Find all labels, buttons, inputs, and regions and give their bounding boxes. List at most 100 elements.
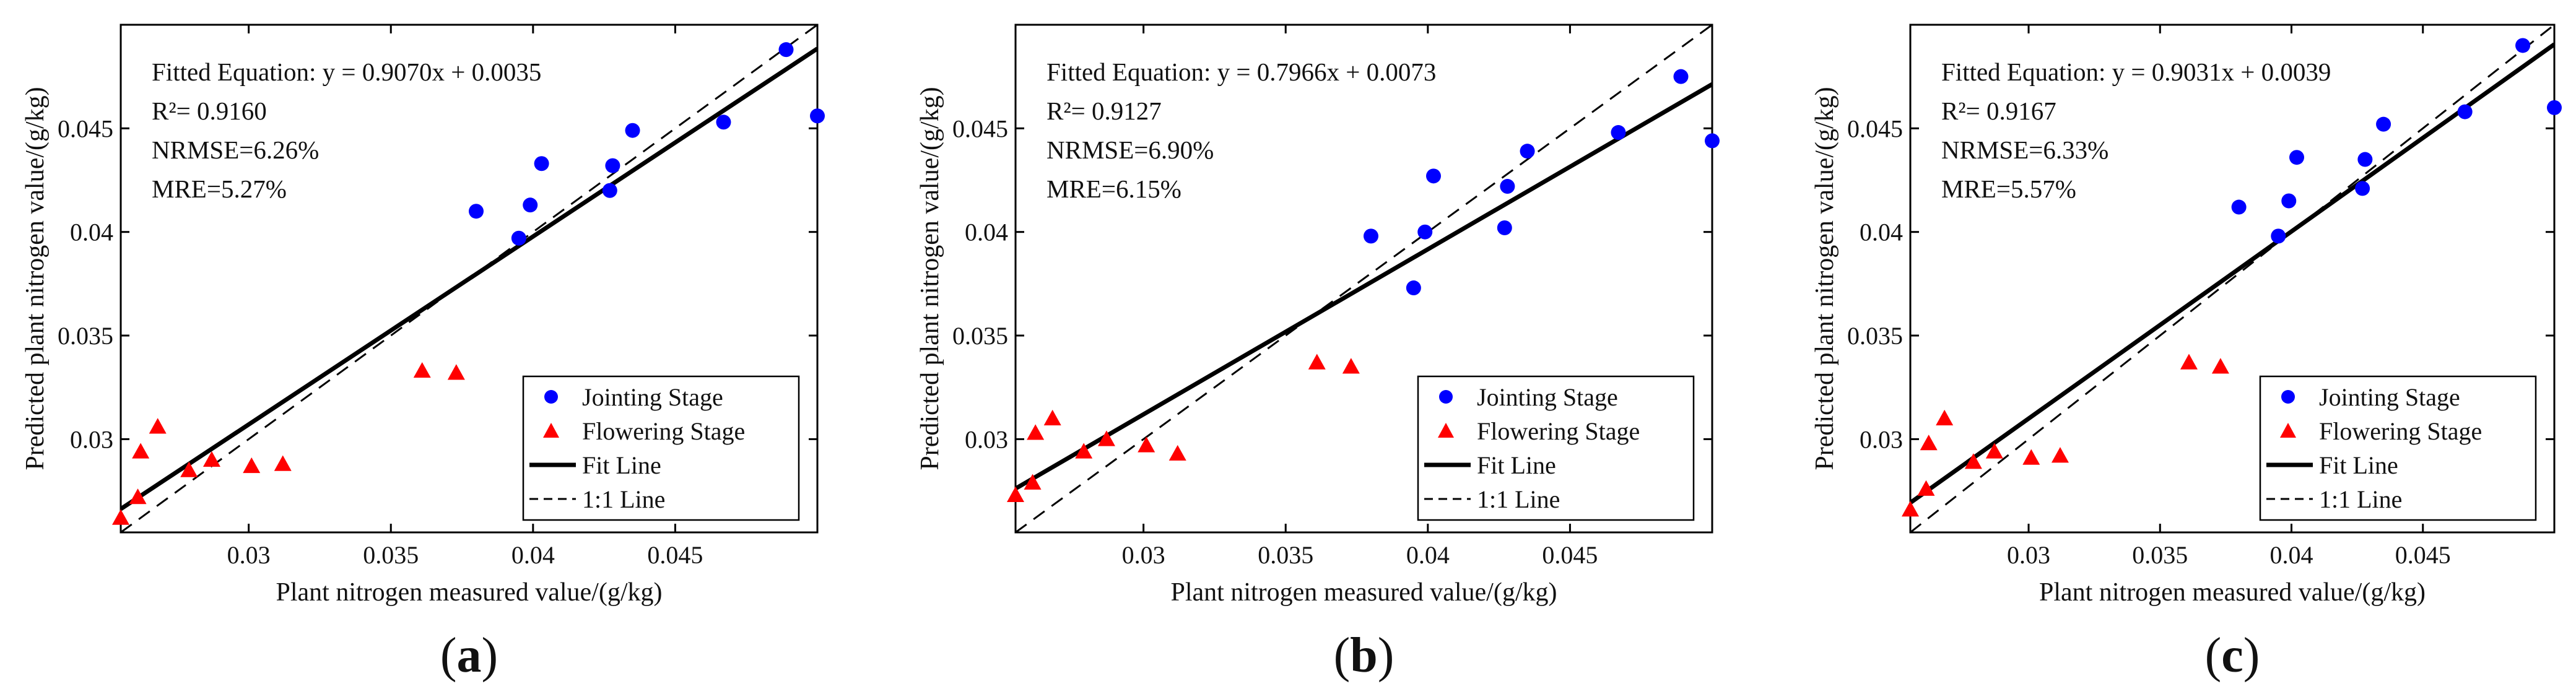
legend-entry-0: Jointing Stage: [2319, 383, 2460, 411]
jointing-point: [2271, 228, 2286, 244]
jointing-point: [2231, 199, 2247, 215]
chart-panel-a: 0.03 0.035 0.04 0.045 0.03 0.035 0.04 0.045 Plan…: [21, 24, 825, 683]
line-layer: [121, 25, 817, 532]
jointing-point: [1363, 228, 1378, 244]
legend-entry-3: 1:1 Line: [582, 485, 665, 513]
flowering-point: [1138, 436, 1155, 453]
jointing-point: [1520, 144, 1535, 159]
legend-jointing-marker: [2281, 390, 2295, 404]
flowering-point: [149, 418, 167, 434]
x-tick-label: 0.03: [1122, 541, 1165, 569]
fit-line: [1910, 42, 2554, 505]
annotation-3: MRE=6.15%: [1046, 175, 1181, 203]
y-tick-label: 0.045: [58, 115, 113, 142]
legend-flowering-marker: [2280, 423, 2296, 438]
flowering-point: [274, 455, 292, 471]
flowering-point: [1308, 353, 1326, 370]
flowering-point: [1027, 424, 1045, 440]
annotation-1: R²= 0.9167: [1941, 97, 2056, 125]
jointing-point: [602, 183, 617, 198]
x-axis-label: Plant nitrogen measured value/(g/kg): [276, 578, 663, 607]
annotation-1: R²= 0.9160: [152, 97, 267, 125]
flowering-point: [1097, 430, 1115, 446]
annotation-0: Fitted Equation: y = 0.7966x + 0.0073: [1046, 58, 1436, 86]
chart-panel-c: 0.03 0.035 0.04 0.045 0.03 0.035 0.04 0.045 Plan…: [1811, 24, 2562, 683]
legend-entry-2: Fit Line: [582, 451, 661, 479]
line-layer: [1910, 25, 2554, 532]
x-tick-label: 0.045: [647, 541, 703, 569]
legend-entry-0: Jointing Stage: [582, 383, 723, 411]
x-tick-label: 0.04: [1406, 541, 1450, 569]
y-tick-label: 0.045: [952, 115, 1008, 142]
jointing-point: [716, 115, 731, 130]
x-tick-label: 0.04: [511, 541, 555, 569]
flowering-point: [1075, 443, 1093, 459]
flowering-point: [180, 461, 198, 477]
x-tick-label: 0.04: [2270, 541, 2313, 569]
legend-entry-1: Flowering Stage: [582, 417, 745, 445]
jointing-point: [2355, 181, 2370, 196]
jointing-point: [1673, 69, 1689, 84]
x-axis-label: Plant nitrogen measured value/(g/kg): [2039, 578, 2426, 607]
legend: Jointing Stage Flowering Stage Fit Line 1:1…: [2259, 375, 2537, 521]
flowering-point: [1043, 409, 1061, 426]
legend-flowering-marker: [543, 423, 559, 438]
jointing-point: [2357, 152, 2373, 167]
flowering-point: [1168, 444, 1186, 461]
y-tick-label: 0.03: [70, 425, 113, 453]
y-tick-label: 0.04: [1860, 219, 1903, 246]
annotation-3: MRE=5.57%: [1941, 175, 2076, 203]
jointing-point: [2515, 38, 2531, 53]
series-flowering: [112, 362, 465, 525]
jointing-point: [605, 158, 620, 173]
flowering-point: [1024, 474, 1042, 490]
legend-entry-0: Jointing Stage: [1477, 383, 1618, 411]
flowering-point: [1920, 435, 1938, 451]
line-layer: [1016, 25, 1712, 532]
panel-label: (c): [2205, 628, 2260, 683]
legend-flowering-marker: [1438, 423, 1454, 438]
legend-entry-2: Fit Line: [2319, 451, 2398, 479]
legend-box: [1417, 375, 1695, 521]
flowering-point: [2211, 358, 2229, 374]
flowering-point: [202, 451, 220, 467]
flowering-point: [1936, 409, 1954, 426]
y-tick-label: 0.035: [952, 322, 1008, 350]
jointing-point: [1611, 125, 1626, 141]
y-tick-label: 0.045: [1847, 115, 1903, 142]
legend-entry-1: Flowering Stage: [2319, 417, 2482, 445]
series-flowering: [1902, 353, 2229, 517]
flowering-point: [1902, 501, 1919, 517]
annotation-0: Fitted Equation: y = 0.9031x + 0.0039: [1941, 58, 2331, 86]
y-tick-label: 0.04: [965, 219, 1008, 246]
jointing-point: [1406, 280, 1421, 296]
jointing-point: [2376, 116, 2391, 132]
y-tick-label: 0.03: [1860, 425, 1903, 453]
x-tick-label: 0.045: [2395, 541, 2451, 569]
legend-box: [2259, 375, 2537, 521]
flowering-point: [1342, 358, 1360, 374]
flowering-point: [2180, 353, 2198, 370]
annotation-3: MRE=5.27%: [152, 175, 287, 203]
jointing-point: [2457, 104, 2473, 119]
jointing-point: [2281, 193, 2297, 209]
jointing-point: [468, 204, 484, 219]
flowering-point: [112, 509, 129, 525]
y-axis-label: Predicted plant nitrogen value/(g/kg): [21, 87, 50, 470]
y-axis-label: Predicted plant nitrogen value/(g/kg): [916, 87, 944, 470]
flowering-point: [1917, 480, 1935, 496]
flowering-point: [1985, 443, 2003, 459]
legend: Jointing Stage Flowering Stage Fit Line 1:1…: [522, 375, 800, 521]
legend-entry-3: 1:1 Line: [2319, 485, 2402, 513]
jointing-point: [778, 42, 794, 58]
flowering-point: [129, 488, 147, 505]
y-axis-label: Predicted plant nitrogen value/(g/kg): [1811, 87, 1839, 470]
y-tick-label: 0.04: [70, 219, 113, 246]
legend-entry-2: Fit Line: [1477, 451, 1556, 479]
legend-box: [522, 375, 800, 521]
series-jointing: [2231, 38, 2562, 244]
jointing-point: [1417, 224, 1433, 240]
x-tick-label: 0.03: [2007, 541, 2050, 569]
series-flowering: [1007, 353, 1360, 502]
